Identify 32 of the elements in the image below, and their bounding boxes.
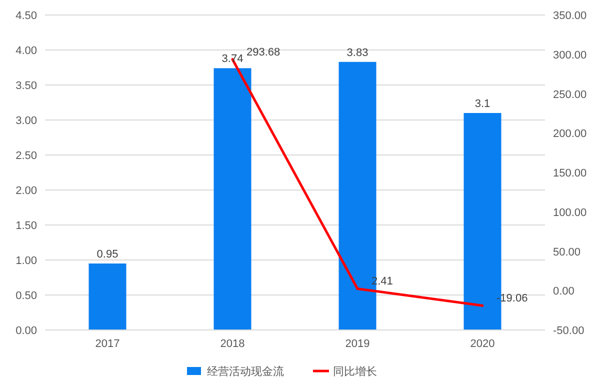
y2-tick-label: 250.00: [553, 88, 587, 101]
y-tick-label: 1.00: [16, 255, 37, 267]
y-tick-label: 0.50: [16, 290, 37, 302]
legend-label: 同比增长: [333, 365, 377, 378]
data-label: 0.95: [96, 248, 118, 260]
y-tick-label: 3.00: [16, 115, 37, 127]
y-tick-label: 2.00: [16, 185, 37, 197]
y-tick-label: 1.50: [16, 220, 37, 232]
y2-tick-label: 200.00: [553, 128, 587, 140]
y2-tick-label: 100.00: [553, 206, 587, 219]
y-tick-label: 4.00: [16, 45, 37, 57]
x-tick-label: 2019: [345, 338, 370, 350]
data-label: 3.1: [474, 98, 490, 110]
x-tick-label: 2017: [95, 338, 120, 350]
y2-tick-label: 150.00: [553, 168, 587, 180]
bar: [214, 68, 252, 330]
y-tick-label: 2.50: [16, 150, 37, 162]
y2-tick-label: 300.00: [553, 49, 587, 62]
y-tick-label: 0.00: [16, 325, 37, 337]
y2-tick-label: 350.00: [553, 10, 587, 22]
y2-tick-label: -50.00: [553, 325, 584, 337]
x-tick-label: 2018: [220, 338, 245, 350]
bar: [88, 264, 126, 330]
data-label: 293.68: [246, 46, 280, 58]
y-tick-label: 4.50: [16, 10, 37, 22]
y2-tick-label: 0.00: [553, 286, 574, 298]
data-label: 3.83: [346, 46, 368, 59]
legend-label: 经营活动现金流: [207, 365, 284, 378]
y2-tick-label: 50.00: [553, 246, 581, 258]
x-tick-label: 2020: [470, 338, 495, 350]
y-tick-label: 3.50: [16, 80, 37, 92]
data-label: 3.74: [222, 53, 244, 66]
